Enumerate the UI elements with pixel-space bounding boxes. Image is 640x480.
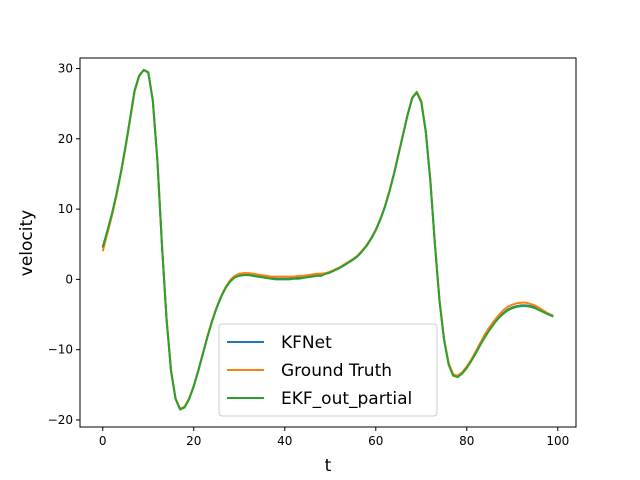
x-tick-label: 80: [459, 434, 474, 448]
legend-box: [218, 323, 438, 417]
series-lines: [101, 68, 554, 411]
x-axis-label: t: [325, 456, 332, 476]
x-tick-label: 20: [186, 434, 201, 448]
x-tick-label: 60: [368, 434, 383, 448]
x-tick-label: 100: [546, 434, 569, 448]
x-tick-label: 40: [277, 434, 292, 448]
x-axis-ticks: 0 20 40 60 80 100: [99, 427, 569, 448]
y-tick-label: 0: [65, 272, 73, 286]
y-axis-label: velocity: [17, 210, 37, 276]
y-tick-label: 10: [58, 202, 73, 216]
legend-label-ground-truth: Ground Truth: [281, 361, 392, 381]
x-tick-label: 0: [99, 434, 107, 448]
legend: KFNet Ground Truth EKF_out_partial: [218, 323, 438, 417]
y-tick-label: 30: [58, 62, 73, 76]
y-tick-label: 20: [58, 132, 73, 146]
legend-label-ekf-out-partial: EKF_out_partial: [281, 389, 412, 409]
axes-frame: [79, 57, 577, 428]
legend-label-kfnet: KFNet: [281, 333, 332, 353]
y-axis-ticks: −20 −10 0 10 20 30: [48, 62, 80, 427]
y-tick-label: −10: [48, 343, 73, 357]
y-tick-label: −20: [48, 413, 73, 427]
series-line-ekf-out-partial: [101, 68, 554, 411]
